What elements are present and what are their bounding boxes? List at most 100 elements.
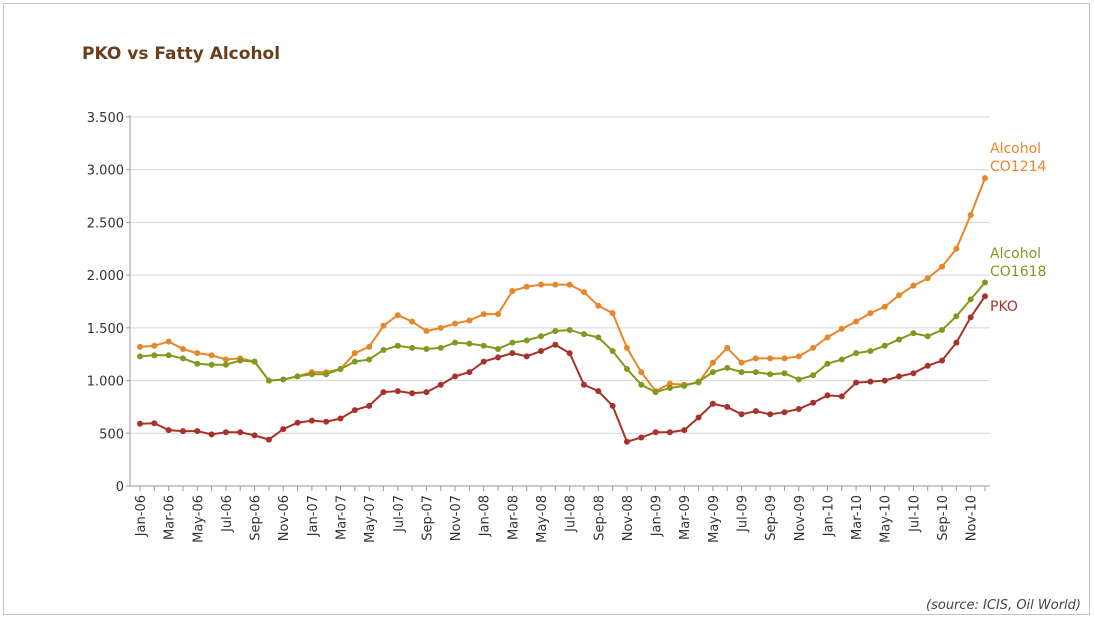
x-tick-label: Jul-08 bbox=[564, 495, 579, 533]
data-point bbox=[795, 353, 802, 360]
data-point bbox=[810, 344, 817, 351]
data-point bbox=[781, 355, 788, 362]
data-point bbox=[738, 411, 745, 418]
x-tick-label: Mar-08 bbox=[506, 495, 521, 540]
data-point bbox=[896, 373, 903, 380]
data-point bbox=[337, 365, 344, 372]
data-point bbox=[580, 331, 587, 338]
data-point bbox=[695, 378, 702, 385]
y-tick-label: 500 bbox=[99, 427, 124, 442]
data-point bbox=[709, 359, 716, 366]
data-point bbox=[652, 429, 659, 436]
data-point bbox=[838, 393, 845, 400]
data-point bbox=[194, 428, 201, 435]
x-tick-label: May-09 bbox=[707, 495, 722, 543]
data-point bbox=[767, 355, 774, 362]
data-point bbox=[867, 348, 874, 355]
data-point bbox=[294, 419, 301, 426]
series-line bbox=[139, 177, 986, 393]
data-point bbox=[695, 414, 702, 421]
x-tick-label: Nov-06 bbox=[277, 495, 292, 541]
data-point bbox=[366, 356, 373, 363]
data-point bbox=[538, 333, 545, 340]
data-point bbox=[423, 389, 430, 396]
data-point bbox=[380, 322, 387, 329]
data-point bbox=[137, 353, 143, 360]
data-point bbox=[280, 376, 287, 383]
data-point bbox=[896, 336, 903, 343]
data-point bbox=[867, 310, 874, 317]
data-point bbox=[137, 343, 143, 350]
x-tick-label: Sep-07 bbox=[420, 495, 435, 541]
data-point bbox=[781, 409, 788, 416]
data-point bbox=[967, 296, 974, 303]
data-point bbox=[681, 427, 688, 434]
data-point bbox=[165, 352, 172, 359]
data-point bbox=[939, 263, 946, 270]
data-point bbox=[366, 343, 373, 350]
data-point bbox=[580, 289, 587, 296]
data-point bbox=[394, 388, 401, 395]
data-point bbox=[222, 361, 229, 368]
data-point bbox=[538, 281, 545, 288]
data-point bbox=[509, 350, 516, 357]
data-point bbox=[724, 344, 731, 351]
data-point bbox=[838, 356, 845, 363]
data-point bbox=[824, 360, 831, 367]
y-tick-label: 1.000 bbox=[87, 375, 124, 390]
data-point bbox=[165, 427, 172, 434]
data-point bbox=[351, 358, 358, 365]
data-point bbox=[208, 431, 215, 438]
data-point bbox=[265, 436, 272, 443]
data-point bbox=[466, 369, 473, 376]
data-point bbox=[623, 344, 630, 351]
data-point bbox=[681, 382, 688, 389]
data-point bbox=[523, 337, 530, 344]
data-point bbox=[910, 282, 917, 289]
data-point bbox=[452, 339, 459, 346]
data-point bbox=[308, 371, 315, 378]
x-tick-label: Mar-10 bbox=[850, 495, 865, 540]
data-point bbox=[609, 348, 616, 355]
data-point bbox=[308, 417, 315, 424]
data-point bbox=[323, 371, 330, 378]
data-point bbox=[294, 373, 301, 380]
data-point bbox=[623, 365, 630, 372]
x-tick-label: Mar-09 bbox=[678, 495, 693, 540]
data-point bbox=[452, 373, 459, 380]
data-point bbox=[566, 350, 573, 357]
series-label: Alcohol CO1618 bbox=[990, 245, 1047, 280]
data-point bbox=[151, 420, 158, 427]
data-point bbox=[580, 381, 587, 388]
data-point bbox=[495, 354, 502, 361]
data-point bbox=[781, 370, 788, 377]
data-point bbox=[194, 360, 201, 367]
series-line bbox=[139, 281, 986, 394]
data-point bbox=[752, 408, 759, 415]
data-point bbox=[480, 358, 487, 365]
y-tick-label: 1.500 bbox=[87, 322, 124, 337]
data-point bbox=[967, 212, 974, 219]
data-point bbox=[380, 346, 387, 353]
y-tick-label: 3.500 bbox=[87, 111, 124, 126]
data-point bbox=[409, 318, 416, 325]
data-point bbox=[394, 312, 401, 319]
data-point bbox=[924, 275, 931, 282]
data-point bbox=[738, 359, 745, 366]
data-point bbox=[767, 371, 774, 378]
data-point bbox=[351, 350, 358, 357]
data-point bbox=[552, 328, 559, 335]
data-point bbox=[795, 376, 802, 383]
data-point bbox=[810, 399, 817, 406]
data-point bbox=[724, 364, 731, 371]
data-point bbox=[151, 342, 158, 349]
data-point bbox=[709, 400, 716, 407]
data-point bbox=[523, 283, 530, 290]
data-point bbox=[666, 380, 673, 387]
x-tick-label: Jan-09 bbox=[650, 495, 665, 537]
x-tick-label: Jan-10 bbox=[821, 495, 836, 537]
source-note: (source: ICIS, Oil World) bbox=[926, 598, 1081, 613]
data-point bbox=[838, 325, 845, 332]
data-point bbox=[939, 357, 946, 364]
